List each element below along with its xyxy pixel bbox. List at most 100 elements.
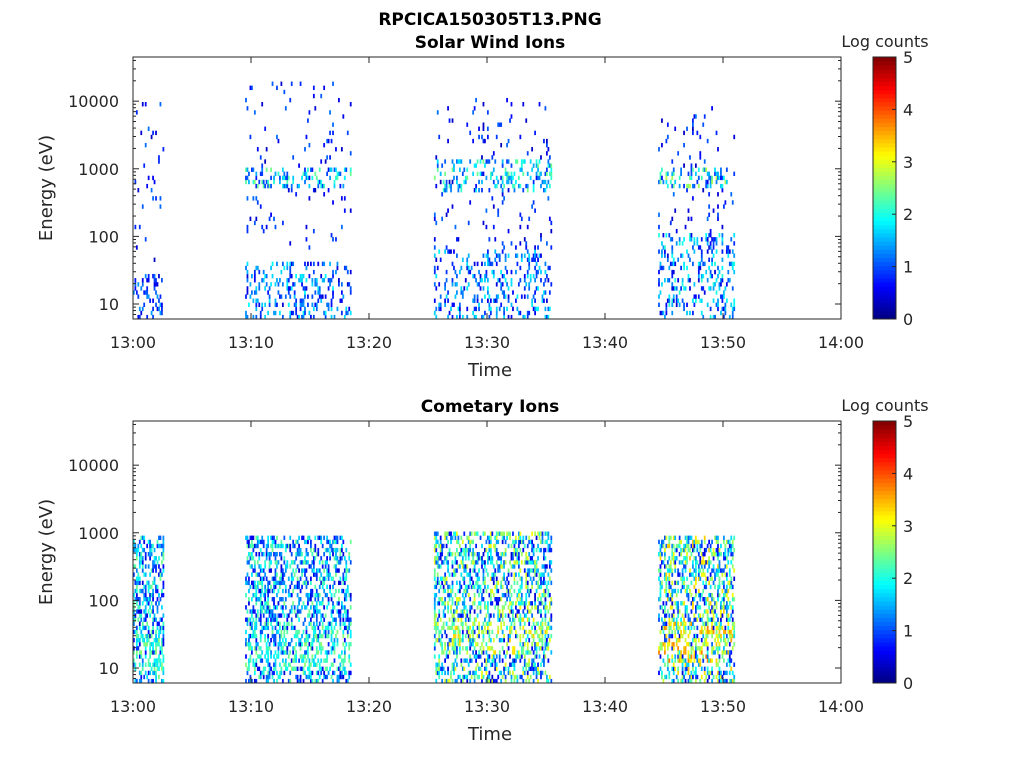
heatmap-cell (501, 637, 504, 643)
heatmap-cell (299, 547, 302, 553)
heatmap-cell (717, 650, 719, 655)
heatmap-cell (153, 560, 156, 565)
heatmap-cell (475, 560, 477, 565)
heatmap-cell (323, 605, 326, 610)
heatmap-cell (295, 310, 298, 316)
heatmap-cell (144, 617, 147, 622)
heatmap-cell (318, 646, 321, 651)
heatmap-cell (295, 192, 298, 197)
heatmap-cell (696, 633, 699, 639)
heatmap-cell (259, 592, 262, 598)
heatmap-cell (267, 580, 270, 586)
heatmap-cell (528, 617, 531, 622)
heatmap-cell (684, 625, 687, 631)
heatmap-cell (454, 224, 457, 230)
heatmap-cell (156, 642, 159, 647)
heatmap-cell (510, 302, 513, 308)
heatmap-cell (158, 564, 160, 569)
heatmap-cell (487, 629, 489, 635)
heatmap-cell (264, 302, 267, 308)
heatmap-cell (694, 298, 697, 303)
heatmap-cell (538, 159, 541, 164)
heatmap-cell (721, 237, 724, 242)
heatmap-cell (712, 552, 715, 557)
heatmap-cell (658, 650, 660, 655)
heatmap-cell (500, 584, 503, 590)
heatmap-cell (159, 662, 162, 667)
heatmap-cell (301, 278, 303, 283)
heatmap-cell (280, 552, 283, 557)
heatmap-cell (287, 642, 290, 647)
heatmap-cell (668, 543, 671, 549)
heatmap-cell (152, 130, 154, 136)
heatmap-cell (290, 261, 293, 267)
heatmap-cell (451, 118, 454, 123)
heatmap-cell (307, 597, 309, 602)
heatmap-cell (540, 625, 542, 631)
heatmap-cell (675, 637, 678, 643)
heatmap-cell (476, 576, 479, 581)
heatmap-cell (666, 658, 669, 663)
heatmap-cell (699, 617, 702, 622)
heatmap-cell (541, 637, 544, 643)
heatmap-cell (501, 617, 504, 622)
heatmap-cell (295, 658, 298, 663)
heatmap-cell (466, 535, 469, 541)
heatmap-cell (482, 646, 485, 651)
heatmap-cell (270, 175, 272, 181)
heatmap-cell (155, 556, 157, 561)
heatmap-cell (519, 674, 522, 680)
heatmap-cell (147, 662, 150, 667)
heatmap-cell (439, 552, 442, 557)
heatmap-cell (665, 625, 668, 631)
heatmap-cell (475, 666, 477, 672)
heatmap-cell (326, 138, 329, 144)
heatmap-cell (684, 621, 687, 626)
heatmap-cell (340, 290, 343, 295)
heatmap-cell (529, 278, 532, 283)
heatmap-cell (289, 543, 292, 549)
heatmap-cell (436, 617, 439, 622)
heatmap-cell (155, 670, 157, 676)
heatmap-cell (279, 294, 281, 299)
heatmap-cell (279, 576, 281, 581)
heatmap-cell (153, 670, 156, 676)
heatmap-cell (456, 560, 458, 565)
heatmap-cell (286, 265, 289, 271)
heatmap-cell (700, 617, 703, 622)
heatmap-cell (687, 208, 690, 213)
heatmap-cell (314, 625, 317, 631)
heatmap-cell (677, 621, 680, 626)
heatmap-cell (445, 580, 448, 586)
heatmap-cell (314, 592, 317, 598)
heatmap-cell (538, 253, 541, 258)
heatmap-cell (478, 625, 480, 631)
heatmap-cell (454, 294, 457, 299)
heatmap-cell (523, 237, 526, 242)
heatmap-cell (433, 531, 436, 536)
heatmap-cell (305, 584, 308, 590)
heatmap-cell (310, 646, 312, 651)
heatmap-cell (485, 224, 488, 230)
heatmap-cell (463, 658, 466, 663)
heatmap-cell (721, 306, 724, 312)
heatmap-cell (289, 273, 292, 279)
heatmap-cell (472, 298, 475, 303)
solar-wind-x-label: Time (467, 360, 512, 381)
heatmap-cell (267, 310, 270, 316)
colorbar-segment (873, 208, 896, 213)
heatmap-cell (329, 130, 331, 136)
heatmap-cell (155, 568, 157, 573)
heatmap-cell (519, 584, 522, 590)
heatmap-cell (548, 605, 551, 610)
heatmap-cell (261, 670, 264, 676)
heatmap-cell (668, 298, 671, 303)
heatmap-cell (659, 588, 662, 594)
heatmap-cell (470, 265, 473, 271)
heatmap-cell (515, 535, 517, 541)
heatmap-cell (332, 629, 334, 635)
heatmap-cell (509, 531, 511, 536)
heatmap-cell (675, 625, 678, 631)
heatmap-cell (343, 666, 346, 672)
heatmap-cell (302, 286, 305, 291)
